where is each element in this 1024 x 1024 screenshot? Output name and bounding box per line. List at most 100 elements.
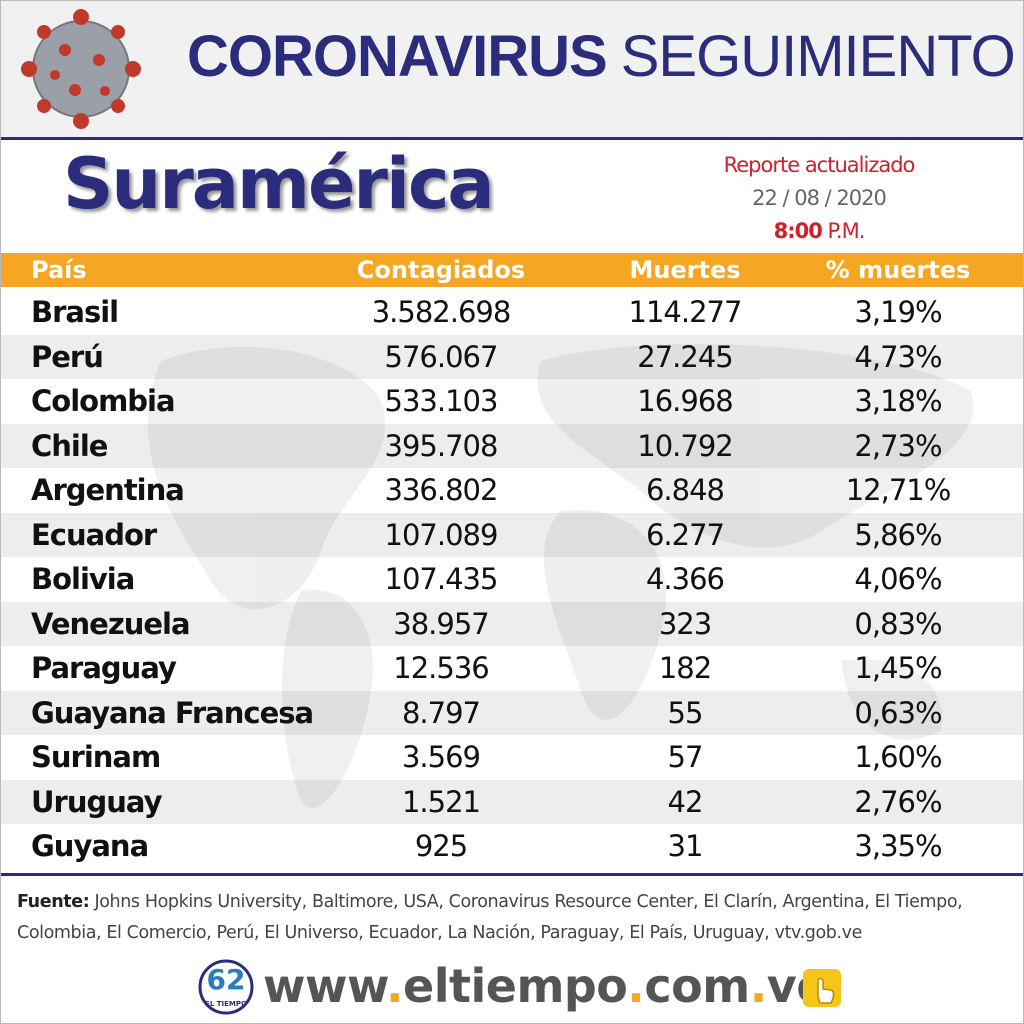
value-cell: 1.521 <box>401 784 481 819</box>
value-cell: 57 <box>667 740 704 774</box>
value-cell: 3,18% <box>854 384 942 418</box>
report-time: 8:00 P.M. <box>691 215 947 248</box>
value-cell: 395.708 <box>384 428 499 463</box>
column-header: % muertes <box>825 256 971 284</box>
table-row: Venezuela 38.957 323 0,83% <box>1 601 1023 646</box>
value-cell: 16.968 <box>637 384 733 418</box>
value-cell: 182 <box>658 651 712 685</box>
value-cell: 3,19% <box>854 295 942 329</box>
country-cell: Uruguay <box>31 784 162 819</box>
website-part: www <box>263 959 387 1013</box>
value-cell: 2,76% <box>854 784 942 819</box>
value-cell: 0,63% <box>854 695 942 730</box>
value-cell: 5,86% <box>854 517 942 552</box>
table-row: Perú 576.067 27.245 4,73% <box>1 334 1023 379</box>
report-period: P.M. <box>827 219 866 243</box>
value-cell: 1,45% <box>854 651 942 685</box>
report-hour: 8:00 <box>773 219 823 243</box>
country-cell: Perú <box>31 339 104 374</box>
click-icon <box>803 969 841 1007</box>
virus-icon <box>21 9 141 129</box>
report-info: Reporte actualizado 22 / 08 / 2020 8:00 … <box>691 149 947 248</box>
table-header: País Contagiados Muertes % muertes <box>1 253 1023 287</box>
logo-ring <box>198 959 254 1015</box>
value-cell: 576.067 <box>384 339 499 374</box>
logo-name: EL TIEMPO <box>205 1000 247 1008</box>
country-cell: Surinam <box>31 740 161 774</box>
table-border <box>1 873 1023 876</box>
country-cell: Venezuela <box>31 606 191 641</box>
logo-number: 62 <box>207 963 246 996</box>
table-row: Paraguay 12.536 182 1,45% <box>1 646 1023 691</box>
table-row: Surinam 3.569 57 1,60% <box>1 735 1023 780</box>
value-cell: 107.435 <box>384 562 499 596</box>
column-header: País <box>31 256 87 284</box>
value-cell: 3,35% <box>854 829 942 863</box>
report-label: Reporte actualizado <box>723 153 916 177</box>
logo: 62 EL TIEMPO <box>198 959 254 1015</box>
value-cell: 12.536 <box>393 651 489 685</box>
value-cell: 12,71% <box>845 473 952 507</box>
title-rest: SEGUIMIENTO <box>620 24 1016 89</box>
table-row: Guayana Francesa 8.797 55 0,63% <box>1 690 1023 735</box>
region-title: Suramérica <box>63 143 495 225</box>
value-cell: 2,73% <box>854 428 942 463</box>
value-cell: 3.582.698 <box>371 295 512 329</box>
country-cell: Ecuador <box>31 517 157 552</box>
click-hand <box>817 977 835 1004</box>
table-row: Ecuador 107.089 6.277 5,86% <box>1 512 1023 557</box>
value-cell: 38.957 <box>393 606 489 641</box>
table-row: Guyana 925 31 3,35% <box>1 824 1023 869</box>
value-cell: 3.569 <box>401 740 481 774</box>
table-row: Bolivia 107.435 4.366 4,06% <box>1 557 1023 602</box>
website-part: . <box>749 959 767 1013</box>
value-cell: 6.848 <box>645 473 725 507</box>
value-cell: 10.792 <box>637 428 733 463</box>
value-cell: 27.245 <box>637 339 733 374</box>
column-header: Contagiados <box>356 256 526 284</box>
title: CORONAVIRUS SEGUIMIENTO <box>187 23 1016 90</box>
value-cell: 4.366 <box>645 562 725 596</box>
country-cell: Argentina <box>31 473 185 507</box>
source-text: Johns Hopkins University, Baltimore, USA… <box>17 892 963 943</box>
report-date: 22 / 08 / 2020 <box>752 186 887 210</box>
value-cell: 336.802 <box>384 473 499 507</box>
country-cell: Brasil <box>31 295 119 329</box>
world-map-bg <box>147 344 974 809</box>
value-cell: 107.089 <box>384 517 499 552</box>
header: CORONAVIRUS SEGUIMIENTO <box>1 1 1023 140</box>
value-cell: 6.277 <box>645 517 725 552</box>
website-part: . <box>627 959 645 1013</box>
country-cell: Guyana <box>31 829 149 863</box>
value-cell: 31 <box>667 829 704 863</box>
table-row: Argentina 336.802 6.848 12,71% <box>1 468 1023 513</box>
value-cell: 55 <box>667 695 704 730</box>
column-header: Muertes <box>629 256 741 284</box>
value-cell: 533.103 <box>384 384 499 418</box>
table-row: Brasil 3.582.698 114.277 3,19% <box>1 290 1023 335</box>
country-cell: Chile <box>31 428 108 463</box>
country-cell: Paraguay <box>31 651 177 685</box>
value-cell: 114.277 <box>628 295 743 329</box>
value-cell: 925 <box>414 829 468 863</box>
website-part: com <box>644 959 750 1013</box>
value-cell: 42 <box>667 784 704 819</box>
country-cell: Guayana Francesa <box>31 695 314 730</box>
website-part: eltiempo <box>403 959 628 1013</box>
website-part: . <box>386 959 404 1013</box>
title-main: CORONAVIRUS <box>187 24 608 89</box>
country-cell: Colombia <box>31 384 176 418</box>
country-cell: Bolivia <box>31 562 135 596</box>
value-cell: 323 <box>658 606 712 641</box>
source-label: Fuente: <box>17 892 90 912</box>
table-row: Chile 395.708 10.792 2,73% <box>1 423 1023 468</box>
table-row: Uruguay 1.521 42 2,76% <box>1 779 1023 824</box>
value-cell: 1,60% <box>854 740 942 774</box>
value-cell: 4,73% <box>854 339 942 374</box>
virus-spikes <box>21 9 141 129</box>
source: Fuente: Johns Hopkins University, Baltim… <box>17 887 1007 949</box>
value-cell: 8.797 <box>401 695 481 730</box>
table-row: Colombia 533.103 16.968 3,18% <box>1 379 1023 424</box>
